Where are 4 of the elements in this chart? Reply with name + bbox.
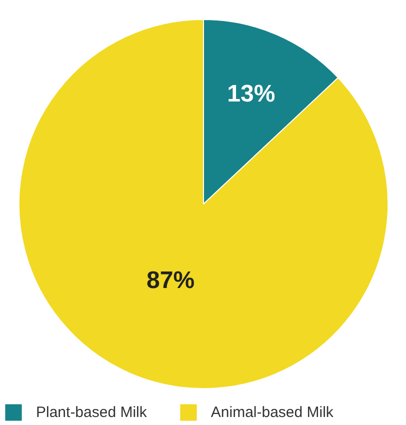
legend-label: Plant-based Milk <box>36 404 147 420</box>
data-label: 87% <box>146 266 195 294</box>
legend-label: Animal-based Milk <box>210 404 334 420</box>
data-label: 13% <box>227 80 276 108</box>
